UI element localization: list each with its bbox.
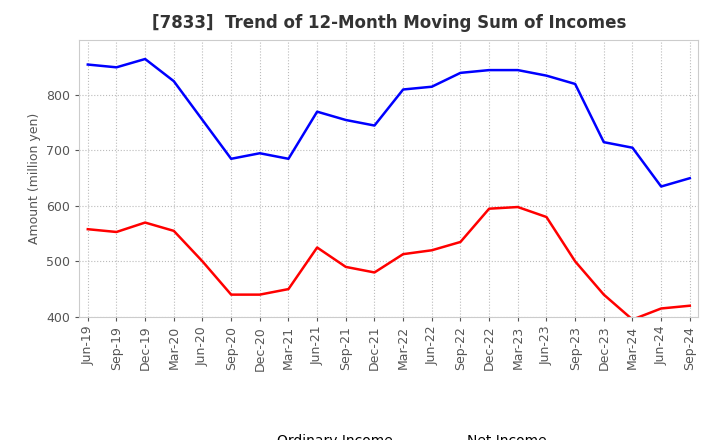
Ordinary Income — [513, 67, 522, 73]
Net Income — [227, 292, 235, 297]
Ordinary Income — [284, 156, 293, 161]
Net Income — [284, 286, 293, 292]
Net Income — [141, 220, 150, 225]
Ordinary Income — [685, 176, 694, 181]
Ordinary Income — [312, 109, 321, 114]
Net Income — [628, 317, 636, 322]
Net Income — [657, 306, 665, 311]
Net Income — [198, 259, 207, 264]
Net Income — [456, 239, 465, 245]
Ordinary Income — [456, 70, 465, 76]
Ordinary Income — [141, 56, 150, 62]
Ordinary Income — [341, 117, 350, 123]
Ordinary Income — [370, 123, 379, 128]
Ordinary Income — [256, 150, 264, 156]
Net Income — [600, 292, 608, 297]
Net Income — [370, 270, 379, 275]
Net Income — [312, 245, 321, 250]
Ordinary Income — [600, 139, 608, 145]
Y-axis label: Amount (million yen): Amount (million yen) — [27, 113, 40, 244]
Net Income — [542, 214, 551, 220]
Ordinary Income — [657, 184, 665, 189]
Ordinary Income — [112, 65, 121, 70]
Ordinary Income — [628, 145, 636, 150]
Net Income — [112, 229, 121, 235]
Ordinary Income — [84, 62, 92, 67]
Ordinary Income — [542, 73, 551, 78]
Net Income — [84, 227, 92, 232]
Ordinary Income — [198, 117, 207, 123]
Net Income — [399, 252, 408, 257]
Ordinary Income — [571, 81, 580, 87]
Line: Net Income: Net Income — [88, 207, 690, 319]
Net Income — [341, 264, 350, 270]
Ordinary Income — [399, 87, 408, 92]
Net Income — [485, 206, 493, 211]
Net Income — [571, 259, 580, 264]
Net Income — [169, 228, 178, 234]
Legend: Ordinary Income, Net Income: Ordinary Income, Net Income — [226, 429, 552, 440]
Ordinary Income — [485, 67, 493, 73]
Title: [7833]  Trend of 12-Month Moving Sum of Incomes: [7833] Trend of 12-Month Moving Sum of I… — [152, 15, 626, 33]
Ordinary Income — [428, 84, 436, 89]
Ordinary Income — [169, 78, 178, 84]
Net Income — [513, 205, 522, 210]
Ordinary Income — [227, 156, 235, 161]
Net Income — [685, 303, 694, 308]
Line: Ordinary Income: Ordinary Income — [88, 59, 690, 187]
Net Income — [256, 292, 264, 297]
Net Income — [428, 248, 436, 253]
